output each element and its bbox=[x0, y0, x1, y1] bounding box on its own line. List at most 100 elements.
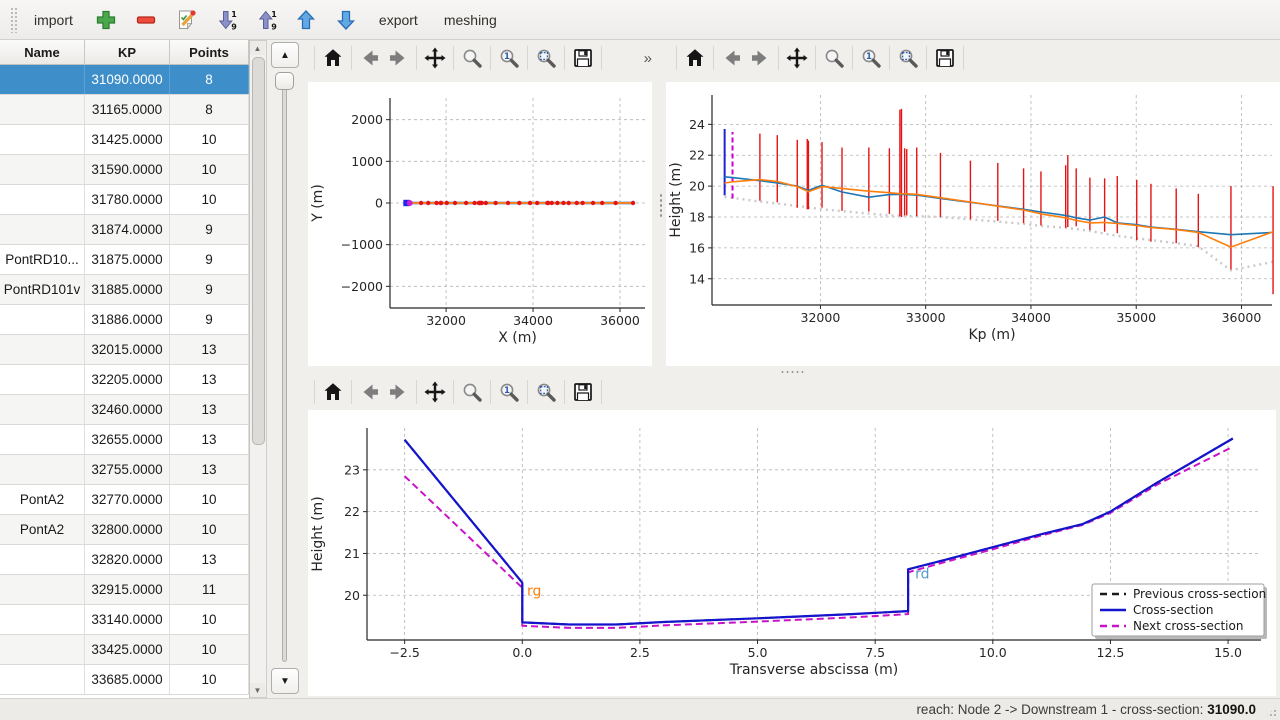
zoom-one-button[interactable]: 1 bbox=[495, 44, 523, 72]
table-row[interactable]: 33140.0000 10 bbox=[0, 605, 249, 635]
table-row[interactable]: 32755.0000 13 bbox=[0, 455, 249, 485]
kp-cell[interactable]: 31425.0000 bbox=[85, 125, 170, 154]
table-header-name[interactable]: Name bbox=[0, 40, 85, 64]
table-header-kp[interactable]: KP bbox=[85, 40, 170, 64]
points-cell[interactable]: 10 bbox=[170, 125, 249, 154]
pan-button[interactable] bbox=[421, 44, 449, 72]
table-row[interactable]: 31590.0000 10 bbox=[0, 155, 249, 185]
plan-view-canvas[interactable]: 32000 34000 36000 −2000 −1000 0 1000 2000 X (m) Y… bbox=[308, 82, 652, 366]
export-button[interactable]: export bbox=[370, 8, 427, 32]
points-cell[interactable]: 13 bbox=[170, 395, 249, 424]
points-cell[interactable]: 10 bbox=[170, 485, 249, 514]
name-cell[interactable] bbox=[0, 605, 85, 634]
forward-button[interactable] bbox=[746, 44, 774, 72]
remove-button[interactable] bbox=[130, 4, 162, 36]
kp-cell[interactable]: 32770.0000 bbox=[85, 485, 170, 514]
table-row[interactable]: 31780.0000 10 bbox=[0, 185, 249, 215]
forward-button[interactable] bbox=[384, 378, 412, 406]
name-cell[interactable] bbox=[0, 215, 85, 244]
name-cell[interactable] bbox=[0, 635, 85, 664]
meshing-button[interactable]: meshing bbox=[435, 8, 506, 32]
kp-cell[interactable]: 31875.0000 bbox=[85, 245, 170, 274]
table-row[interactable]: 32205.0000 13 bbox=[0, 365, 249, 395]
table-row[interactable]: 32015.0000 13 bbox=[0, 335, 249, 365]
points-cell[interactable]: 13 bbox=[170, 365, 249, 394]
zoom-button[interactable] bbox=[820, 44, 848, 72]
kp-cell[interactable]: 31590.0000 bbox=[85, 155, 170, 184]
pan-button[interactable] bbox=[783, 44, 811, 72]
name-cell[interactable]: PontA2 bbox=[0, 515, 85, 544]
points-cell[interactable]: 10 bbox=[170, 515, 249, 544]
scrollbar-thumb[interactable] bbox=[252, 57, 265, 445]
points-cell[interactable]: 11 bbox=[170, 575, 249, 604]
points-cell[interactable]: 9 bbox=[170, 215, 249, 244]
table-row[interactable]: PontRD101v 31885.0000 9 bbox=[0, 275, 249, 305]
back-button[interactable] bbox=[356, 378, 384, 406]
kp-cell[interactable]: 32915.0000 bbox=[85, 575, 170, 604]
table-row[interactable]: 32655.0000 13 bbox=[0, 425, 249, 455]
zoom-button[interactable] bbox=[458, 378, 486, 406]
home-button[interactable] bbox=[319, 378, 347, 406]
name-cell[interactable] bbox=[0, 125, 85, 154]
table-row-partial[interactable] bbox=[0, 695, 249, 698]
points-cell[interactable]: 10 bbox=[170, 185, 249, 214]
points-cell[interactable]: 13 bbox=[170, 455, 249, 484]
name-cell[interactable] bbox=[0, 425, 85, 454]
home-button[interactable] bbox=[681, 44, 709, 72]
points-cell[interactable]: 9 bbox=[170, 305, 249, 334]
import-button[interactable]: import bbox=[25, 8, 82, 32]
name-cell[interactable] bbox=[0, 65, 85, 94]
home-button[interactable] bbox=[319, 44, 347, 72]
scroll-up-icon[interactable]: ▲ bbox=[250, 41, 265, 55]
kp-cell[interactable]: 32205.0000 bbox=[85, 365, 170, 394]
points-cell[interactable]: 10 bbox=[170, 605, 249, 634]
name-cell[interactable] bbox=[0, 305, 85, 334]
move-down-button[interactable] bbox=[330, 4, 362, 36]
back-button[interactable] bbox=[718, 44, 746, 72]
points-cell[interactable]: 10 bbox=[170, 635, 249, 664]
points-cell[interactable]: 13 bbox=[170, 545, 249, 574]
kp-cell[interactable]: 32755.0000 bbox=[85, 455, 170, 484]
name-cell[interactable] bbox=[0, 95, 85, 124]
kp-cell[interactable]: 33425.0000 bbox=[85, 635, 170, 664]
name-cell[interactable]: PontA2 bbox=[0, 485, 85, 514]
resize-grip[interactable] bbox=[1265, 705, 1278, 718]
kp-cell[interactable]: 32820.0000 bbox=[85, 545, 170, 574]
back-button[interactable] bbox=[356, 44, 384, 72]
zoom-one-button[interactable]: 1 bbox=[495, 378, 523, 406]
name-cell[interactable] bbox=[0, 545, 85, 574]
kp-cell[interactable]: 32800.0000 bbox=[85, 515, 170, 544]
name-cell[interactable] bbox=[0, 455, 85, 484]
navigator-track[interactable] bbox=[282, 76, 287, 662]
table-header-points[interactable]: Points bbox=[170, 40, 249, 64]
points-cell[interactable]: 9 bbox=[170, 245, 249, 274]
edit-button[interactable] bbox=[170, 4, 202, 36]
points-cell[interactable]: 8 bbox=[170, 95, 249, 124]
table-row[interactable]: 32915.0000 11 bbox=[0, 575, 249, 605]
kp-cell[interactable]: 32460.0000 bbox=[85, 395, 170, 424]
table-row[interactable]: 31886.0000 9 bbox=[0, 305, 249, 335]
add-button[interactable] bbox=[90, 4, 122, 36]
pan-button[interactable] bbox=[421, 378, 449, 406]
points-cell[interactable]: 8 bbox=[170, 65, 249, 94]
zoom-button[interactable] bbox=[458, 44, 486, 72]
table-row[interactable]: 33685.0000 10 bbox=[0, 665, 249, 695]
kp-cell[interactable]: 32655.0000 bbox=[85, 425, 170, 454]
table-row[interactable]: 32820.0000 13 bbox=[0, 545, 249, 575]
kp-cell[interactable]: 31885.0000 bbox=[85, 275, 170, 304]
profile-canvas[interactable]: 32000 33000 34000 35000 36000 14 16 18 20 22 24 Kp … bbox=[666, 82, 1280, 366]
points-cell[interactable]: 13 bbox=[170, 335, 249, 364]
scroll-down-icon[interactable]: ▼ bbox=[250, 683, 265, 697]
table-row[interactable]: PontA2 32800.0000 10 bbox=[0, 515, 249, 545]
name-cell[interactable]: PontRD10... bbox=[0, 245, 85, 274]
name-cell[interactable] bbox=[0, 575, 85, 604]
table-row[interactable]: PontA2 32770.0000 10 bbox=[0, 485, 249, 515]
kp-cell[interactable]: 31780.0000 bbox=[85, 185, 170, 214]
points-cell[interactable]: 10 bbox=[170, 155, 249, 184]
save-button[interactable] bbox=[569, 378, 597, 406]
table-row[interactable]: 31425.0000 10 bbox=[0, 125, 249, 155]
kp-cell[interactable]: 33685.0000 bbox=[85, 665, 170, 694]
kp-cell[interactable]: 31874.0000 bbox=[85, 215, 170, 244]
kp-cell[interactable]: 32015.0000 bbox=[85, 335, 170, 364]
